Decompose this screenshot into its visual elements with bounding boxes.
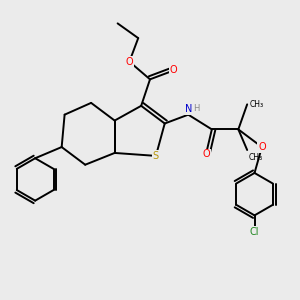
Text: Cl: Cl — [250, 226, 259, 237]
Text: O: O — [126, 57, 133, 67]
Text: CH₃: CH₃ — [249, 153, 263, 162]
Text: N: N — [184, 104, 192, 114]
Text: O: O — [258, 142, 266, 152]
Text: H: H — [193, 104, 200, 113]
Text: O: O — [202, 149, 210, 159]
Text: O: O — [170, 65, 177, 76]
Text: S: S — [153, 151, 159, 161]
Text: CH₃: CH₃ — [250, 100, 264, 109]
